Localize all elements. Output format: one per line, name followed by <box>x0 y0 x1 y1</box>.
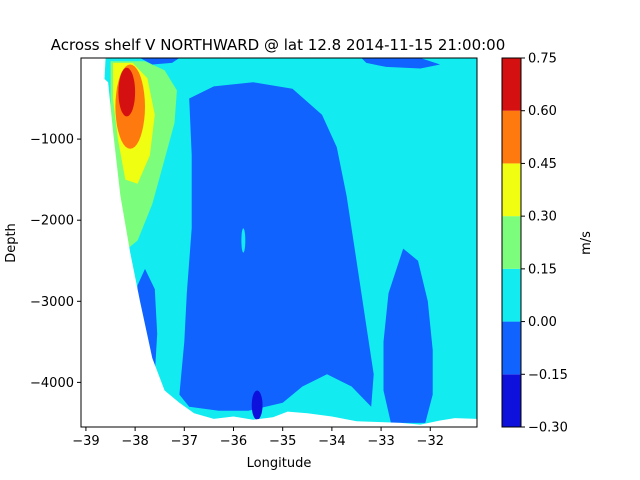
colorbar-swatch <box>502 216 521 269</box>
x-tick-label: −37 <box>171 434 198 449</box>
y-tick-label: −1000 <box>30 133 74 148</box>
chart-title: Across shelf V NORTHWARD @ lat 12.8 2014… <box>51 36 506 54</box>
contour-fill-neg0.15-0.00-mid <box>179 82 374 411</box>
colorbar-label: m/s <box>579 231 594 255</box>
colorbar-swatch <box>502 268 521 322</box>
contour-fill-neg0.15-0.00-northeast <box>361 58 441 69</box>
y-tick-label: −2000 <box>30 214 74 229</box>
contour-fill-neg0.15-0.00-east <box>383 248 433 423</box>
colorbar-swatch <box>502 374 521 427</box>
colorbar-tick-label: 0.45 <box>528 157 557 172</box>
x-tick-label: −35 <box>269 434 296 449</box>
colorbar-swatch <box>502 58 521 111</box>
colorbar-tick-label: 0.60 <box>528 104 557 119</box>
contour-fill-0.60-0.75 <box>118 67 136 117</box>
x-tick-label: −39 <box>72 434 99 449</box>
colorbar-frame <box>501 57 522 428</box>
contour-fills <box>81 58 477 427</box>
colorbar-swatch <box>502 163 521 217</box>
x-tick-label: −33 <box>367 434 394 449</box>
colorbar-tick-label: 0.00 <box>528 315 557 330</box>
x-tick-label: −38 <box>121 434 148 449</box>
y-axis: −4000 −3000 −2000 −1000 <box>30 133 81 391</box>
x-tick-label: −32 <box>417 434 444 449</box>
y-tick-label: −3000 <box>30 295 74 310</box>
y-tick-label: −4000 <box>30 376 74 391</box>
contour-fill-neg0.15-0.00-nw <box>140 58 180 65</box>
x-axis-label: Longitude <box>247 456 312 471</box>
colorbar-tick-label: 0.30 <box>528 210 557 225</box>
colorbar-tick-label: 0.75 <box>528 52 557 67</box>
colorbar-tick-label: −0.30 <box>528 421 568 436</box>
x-tick-label: −36 <box>220 434 247 449</box>
seafloor-mask <box>81 58 477 427</box>
colorbar: −0.30 −0.15 0.00 0.15 0.30 0.45 0.60 0.75 <box>501 52 568 436</box>
contour-fill-0.00-0.15-speck <box>241 228 246 253</box>
x-axis: −39 −38 −37 −36 −35 −34 −33 −32 <box>72 427 444 449</box>
colorbar-swatch <box>502 110 521 164</box>
colorbar-swatch <box>502 321 521 375</box>
x-tick-label: −34 <box>318 434 345 449</box>
contour-plot-area <box>81 58 477 427</box>
y-axis-label: Depth <box>4 223 19 263</box>
contour-fill-neg0.30-neg0.15 <box>251 390 263 420</box>
colorbar-tick-label: −0.15 <box>528 368 568 383</box>
colorbar-tick-label: 0.15 <box>528 262 557 277</box>
plot-frame <box>80 57 478 428</box>
